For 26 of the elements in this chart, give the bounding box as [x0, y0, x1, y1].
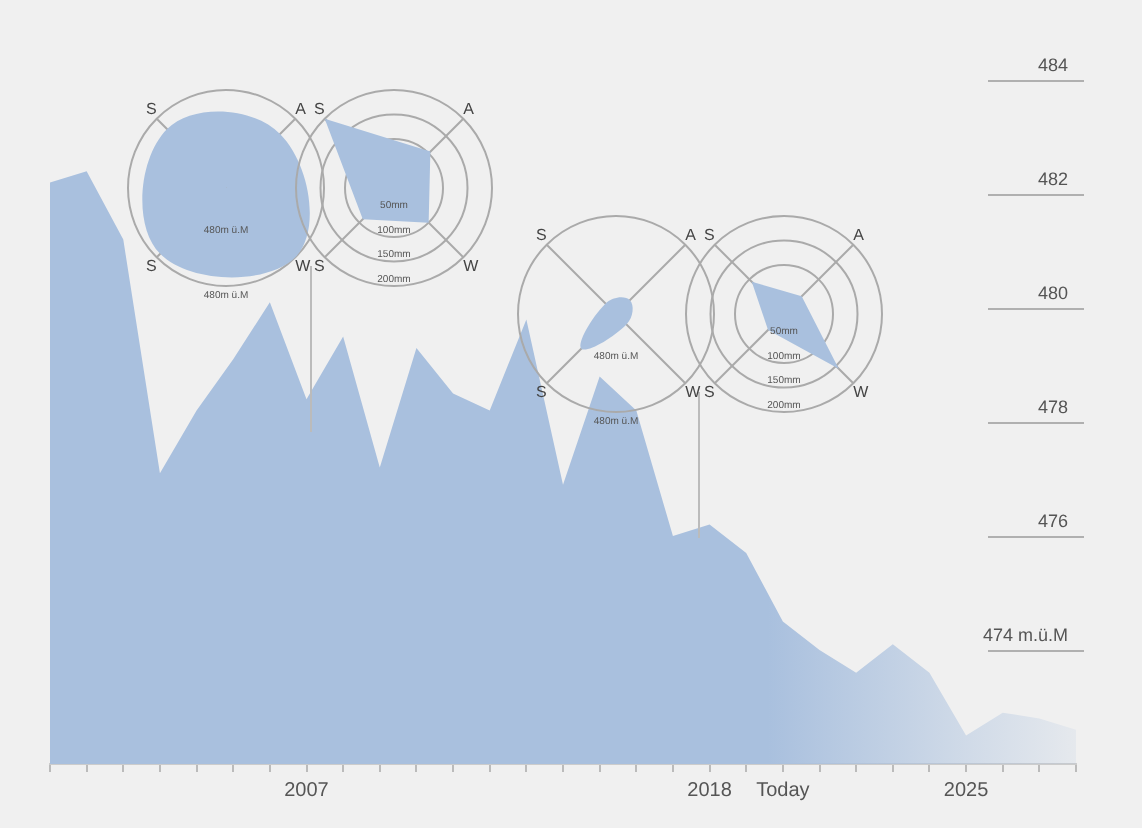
spoke-label: W	[463, 257, 480, 276]
spoke-label: A	[463, 99, 476, 118]
spoke-label: S	[314, 99, 325, 118]
x-tick-label: 2025	[943, 779, 990, 802]
spoke-label: A	[685, 225, 698, 244]
y-tick-label: 480	[1037, 282, 1068, 303]
spoke-label: A	[853, 225, 866, 244]
x-tick-label: Today	[756, 779, 810, 802]
x-tick-label: 2007	[284, 779, 330, 802]
spoke-label: S	[704, 225, 715, 244]
spoke-label: W	[295, 257, 312, 276]
y-tick-label: 482	[1037, 168, 1068, 189]
spoke-label: S	[146, 99, 157, 118]
spoke-label: A	[295, 99, 308, 118]
spoke-label: S	[536, 383, 547, 402]
spoke-label: W	[685, 383, 702, 402]
y-tick-label: 474 m.ü.M	[982, 624, 1068, 645]
spoke-label: S	[704, 383, 715, 402]
x-tick-label: 2018	[687, 779, 733, 802]
spoke-label: S	[146, 257, 157, 276]
spoke-label: S	[536, 225, 547, 244]
y-tick-label: 484	[1037, 54, 1068, 75]
spoke-label: S	[314, 257, 325, 276]
spoke-label: W	[853, 383, 870, 402]
y-tick-label: 478	[1037, 396, 1068, 417]
y-tick-label: 476	[1037, 510, 1068, 531]
